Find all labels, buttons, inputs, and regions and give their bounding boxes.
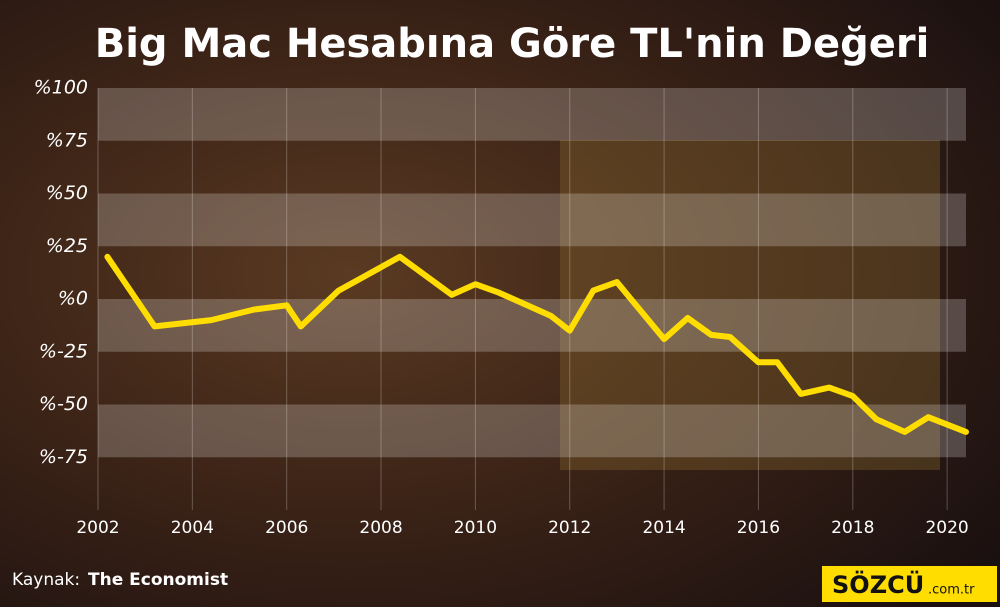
x-tick-label: 2010 — [454, 518, 497, 538]
x-tick-label: 2012 — [548, 518, 591, 538]
x-tick-label: 2020 — [925, 518, 968, 538]
x-tick-label: 2004 — [171, 518, 214, 538]
grid-band — [98, 404, 966, 458]
y-tick-label: %75 — [46, 129, 88, 151]
y-tick-label: %-25 — [39, 340, 88, 362]
y-tick-label: %-50 — [39, 393, 88, 415]
y-tick-label: %-75 — [39, 446, 88, 468]
grid-band — [98, 88, 966, 141]
source: The Economist — [88, 570, 228, 590]
line — [104, 253, 969, 435]
source-label: Kaynak: — [12, 570, 80, 590]
grid-band — [98, 193, 966, 247]
x-tick-label: 2002 — [76, 518, 119, 538]
background-decor — [560, 140, 940, 470]
x-tick-label: 2014 — [642, 518, 685, 538]
y-tick-label: %100 — [34, 77, 88, 99]
y-tick-label: %50 — [46, 182, 88, 204]
x-tick-label: 2008 — [359, 518, 402, 538]
x-tick-label: 2006 — [265, 518, 308, 538]
y-tick-label: %0 — [58, 288, 88, 310]
x-tick-label: 2016 — [737, 518, 780, 538]
logo-box — [822, 566, 997, 602]
chart-title: Big Mac Hesabına Göre TL'nin Değeri — [95, 21, 930, 67]
logo-suffix: .com.tr — [928, 583, 975, 598]
y-tick-label: %25 — [46, 235, 88, 257]
x-tick-label: 2018 — [831, 518, 874, 538]
logo: SÖZCÜ — [832, 569, 924, 599]
